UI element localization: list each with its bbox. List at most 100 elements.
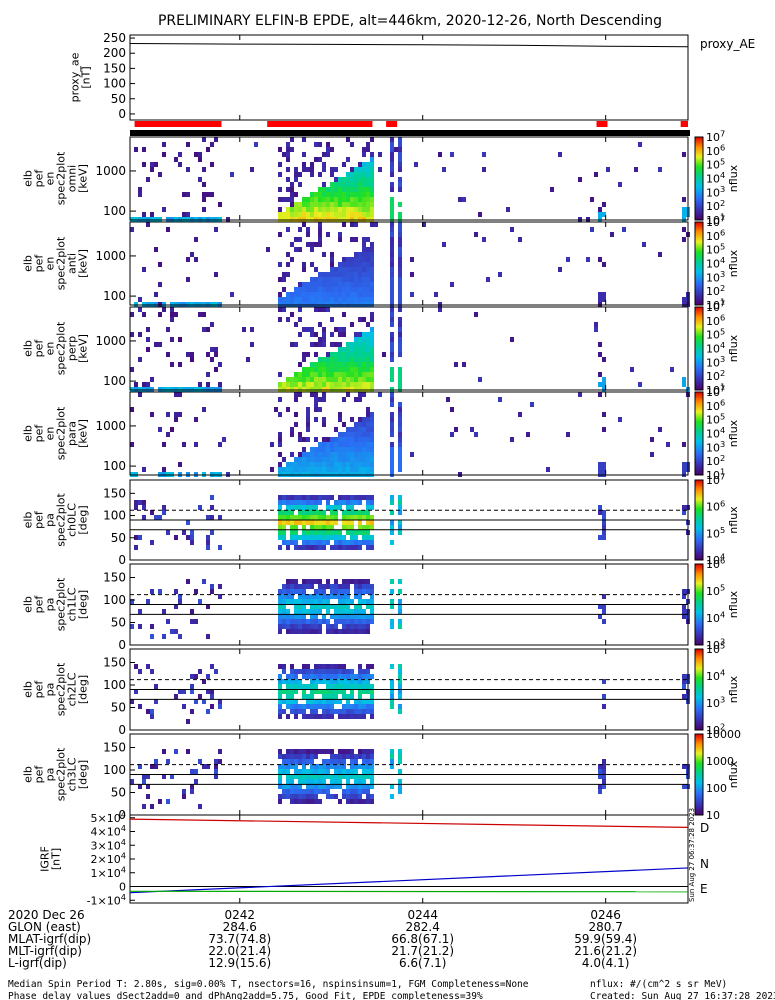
spectro-cell [566,257,570,262]
spectro-cell [342,192,346,197]
spectro-cell [286,207,290,212]
spectro-cell [342,714,346,719]
table-row-label: MLAT-igrf(dip) [8,932,91,946]
spectro-cell [370,437,374,442]
plot-title: PRELIMINARY ELFIN-B EPDE, alt=446km, 202… [158,13,662,29]
spectro-cell [362,277,366,282]
spectro-cell [342,442,346,447]
spectro-cell [350,282,354,287]
spectro-cell [198,669,202,674]
side-stamp: Sun Aug 27 06:37:28 2023 [688,808,696,902]
spectro-cell [342,704,346,709]
spectro-cell [370,282,374,287]
spectro-cell [302,794,306,799]
spectro-cell [318,277,322,282]
spectro-cell [306,382,310,387]
spectro-cell [310,515,314,520]
spectro-cell [334,594,338,599]
spectro-cell [326,694,330,699]
spectro-cell [310,297,314,302]
spectro-cell [338,679,342,684]
spectro-cell [298,594,302,599]
spectro-cell [206,674,210,679]
spectro-cell [322,337,326,342]
spectro-cell [210,192,214,197]
spectro-cell [334,182,338,187]
spectro-cell [330,287,334,292]
spectro-cell [330,545,334,550]
spectro-cell [358,212,362,217]
spectro-cell [342,629,346,634]
spectro-cell [366,452,370,457]
spectro-cell [398,227,402,232]
spectro-cell [322,372,326,377]
spectro-cell [306,500,310,505]
spectro-cell [330,362,334,367]
spectro-cell [330,442,334,447]
spectro-cell [314,362,318,367]
spectro-cell [358,442,362,447]
spectro-cell [342,212,346,217]
spectro-cell [366,432,370,437]
spectro-cell [290,257,294,262]
spectro-cell [366,382,370,387]
spectro-cell [278,467,282,472]
spectro-cell [398,684,402,689]
spectro-cell [298,332,302,337]
spectro-cell [366,447,370,452]
spectro-cell [338,495,342,500]
spectro-cell [286,262,290,267]
spectro-cell [142,312,146,317]
spectro-cell [198,804,202,809]
spectro-cell [354,362,358,367]
spectro-cell [178,594,182,599]
spectro-cell [318,764,322,769]
spectro-cell [390,764,394,769]
spectro-cell [354,779,358,784]
spectro-cell [294,679,298,684]
spectro-cell [202,312,206,317]
spectro-cell [286,515,290,520]
spectro-cell [370,207,374,212]
spectro-cell [290,495,294,500]
spectro-cell [370,467,374,472]
spectro-cell [370,779,374,784]
spectro-cell [362,589,366,594]
spectro-cell [206,604,210,609]
spectro-cell [682,377,686,382]
spectro-cell [210,322,214,327]
spectro-cell [366,457,370,462]
spectro-cell [210,142,214,147]
spectro-cell [314,599,318,604]
spectro-cell [306,545,310,550]
spectro-cell [302,202,306,207]
spectro-cell [326,152,330,157]
spectro-cell [338,347,342,352]
spectro-cell [398,412,402,417]
spectro-cell [602,769,606,774]
spectro-cell [602,427,606,432]
spectro-cell [370,297,374,302]
spectro-cell [346,442,350,447]
spectro-cell [194,619,198,624]
spectro-cell [318,624,322,629]
spectro-cell [210,495,214,500]
spectro-cell [338,187,342,192]
spectro-cell [342,467,346,472]
spectro-cell [390,202,394,207]
spectro-cell [298,754,302,759]
spectro-cell [210,530,214,535]
spectro-cell [326,629,330,634]
spectro-cell [346,377,350,382]
spectro-cell [358,457,362,462]
spectro-cell [146,337,150,342]
spectro-cell [682,784,686,789]
spectro-cell [286,784,290,789]
spectro-cell [314,540,318,545]
spectro-cell [362,197,366,202]
spectro-cell [366,589,370,594]
spectro-cell [342,282,346,287]
ylabel-line: IGRF [39,846,52,872]
spectro-cell [366,619,370,624]
